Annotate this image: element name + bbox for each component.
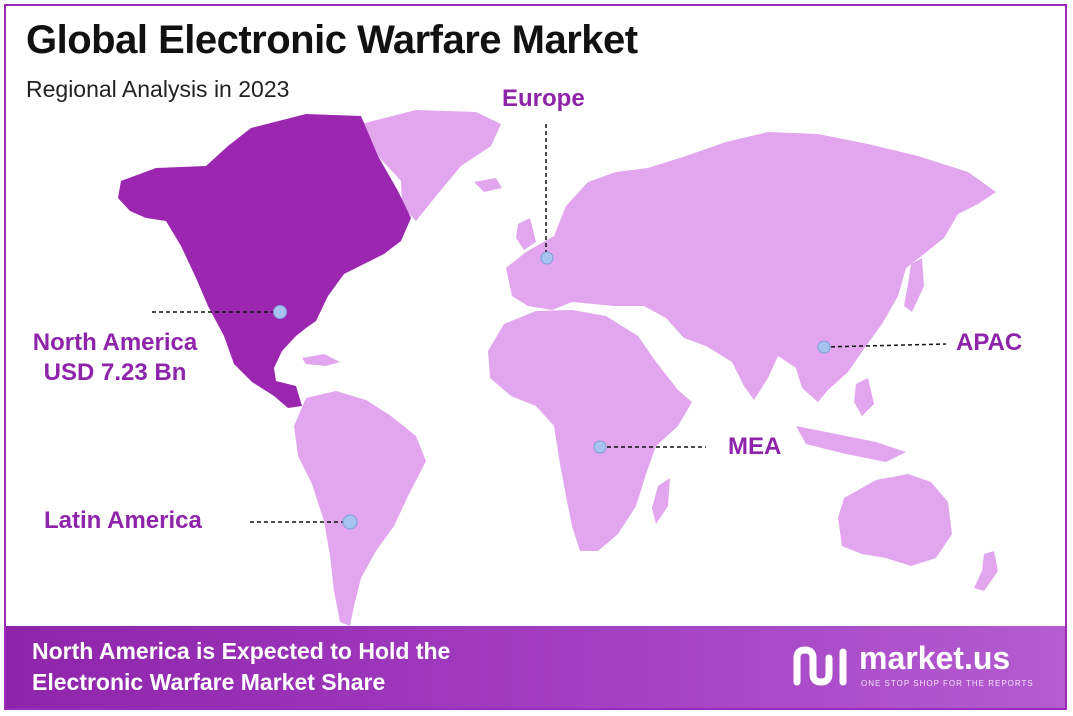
australia-shape <box>838 474 952 566</box>
north-america-name: North America <box>32 329 198 356</box>
brand-logo: market.us ONE STOP SHOP FOR THE REPORTS <box>791 640 1034 694</box>
north-america-marker <box>273 305 287 319</box>
latin-america-label: Latin America <box>44 507 202 534</box>
market-us-logo-icon <box>793 646 847 686</box>
page-title: Global Electronic Warfare Market <box>26 18 638 62</box>
north-america-label: North America USD 7.23 Bn <box>20 328 210 388</box>
footer-banner: North America is Expected to Hold the El… <box>6 626 1065 708</box>
page-subtitle: Regional Analysis in 2023 <box>26 76 290 102</box>
eurasia-shape <box>506 132 996 402</box>
europe-marker <box>540 251 554 265</box>
infographic-frame: Global Electronic Warfare Market Regiona… <box>4 4 1067 710</box>
brand-name: market.us <box>859 640 1011 676</box>
mea-marker <box>593 440 607 454</box>
caribbean-shape <box>302 354 340 366</box>
footer-line-2: Electronic Warfare Market Share <box>32 669 386 695</box>
north-america-shape <box>118 114 411 408</box>
world-map <box>118 110 998 626</box>
footer-line-1: North America is Expected to Hold the <box>32 638 451 664</box>
indonesia-shape <box>796 426 906 462</box>
madagascar-shape <box>652 478 670 524</box>
japan-shape <box>904 258 924 312</box>
apac-label: APAC <box>956 329 1023 356</box>
iceland-shape <box>474 178 502 192</box>
greenland-shape <box>361 110 501 221</box>
apac-leader <box>823 343 947 348</box>
apac-marker <box>817 340 831 354</box>
footer-message: North America is Expected to Hold the El… <box>32 636 450 698</box>
latin-america-marker <box>342 514 358 530</box>
philippines-shape <box>854 378 874 416</box>
north-america-value: USD 7.23 Bn <box>43 359 187 386</box>
europe-label: Europe <box>502 85 585 112</box>
mea-label: MEA <box>728 433 782 460</box>
brand-tagline: ONE STOP SHOP FOR THE REPORTS <box>861 679 1034 688</box>
africa-shape <box>488 310 692 551</box>
new-zealand-shape <box>974 551 998 591</box>
south-america-shape <box>294 391 426 626</box>
uk-shape <box>516 218 536 250</box>
